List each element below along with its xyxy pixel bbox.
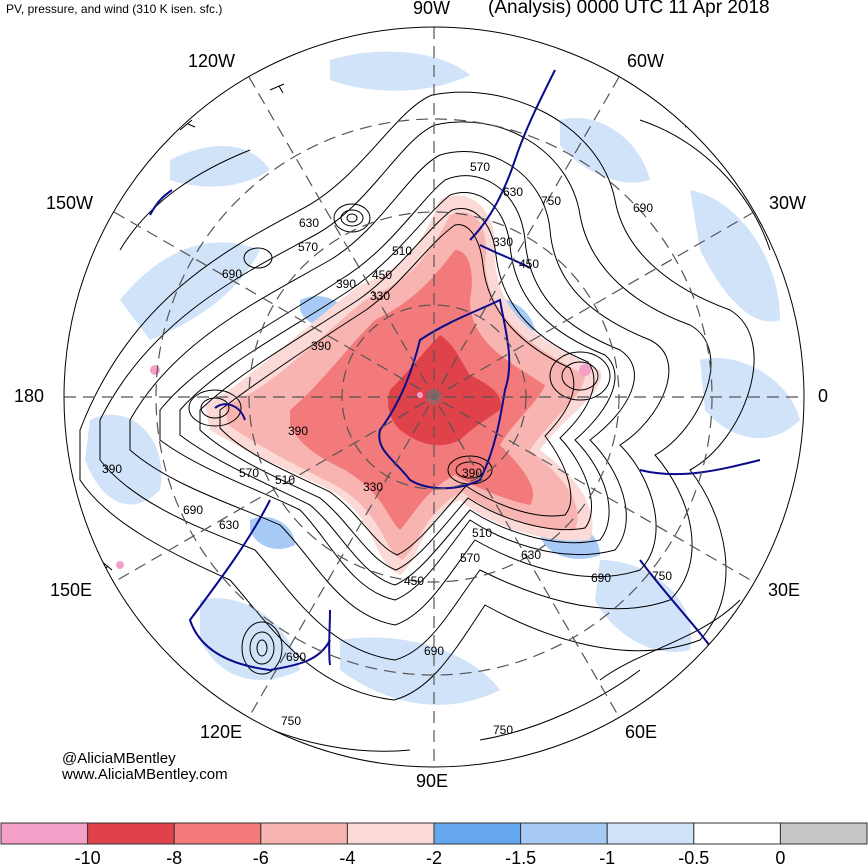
colorbar-swatch	[346, 822, 435, 845]
colorbar-tick-label: 0	[775, 848, 785, 865]
lon-label-60e: 60E	[625, 722, 658, 742]
contour-label: 690	[591, 571, 611, 585]
contour-labels: 570 630 750 690 630 570 510 450 390 330 …	[102, 160, 672, 737]
contour-label: 570	[460, 551, 480, 565]
contour-label: 510	[392, 244, 412, 258]
lon-label-120e: 120E	[200, 722, 243, 742]
lon-label-150w: 150W	[46, 193, 94, 213]
colorbar-swatch	[520, 822, 608, 845]
coastlines	[149, 69, 761, 672]
contour-label: 390	[102, 462, 122, 476]
contour-label: 690	[183, 503, 203, 517]
colorbar-tick-label: -8	[166, 848, 182, 865]
map-boundary	[63, 26, 805, 768]
contour-label: 690	[424, 644, 444, 658]
credit-handle: @AliciaMBentley	[62, 750, 176, 767]
contour-label: 690	[222, 267, 242, 281]
map-subtitle: PV, pressure, and wind (310 K isen. sfc.…	[6, 2, 223, 16]
colorbar	[0, 822, 868, 845]
contour-label: 690	[633, 201, 653, 215]
credit-website[interactable]: www.AliciaMBentley.com	[62, 766, 228, 783]
contour-label: 390	[462, 466, 482, 480]
lon-label-90e: 90E	[416, 771, 449, 791]
contour-label: 450	[372, 268, 392, 282]
contour-label: 390	[288, 424, 308, 438]
pv-blue-patches	[85, 51, 800, 705]
colorbar-swatch	[693, 822, 781, 845]
lon-label-150e: 150E	[50, 580, 93, 600]
contour-label: 750	[281, 714, 301, 728]
colorbar-tick-label: -4	[339, 848, 355, 865]
contour-label: 630	[521, 548, 541, 562]
colorbar-swatch	[433, 822, 522, 845]
south-pole-marker	[426, 389, 442, 405]
map-title: (Analysis) 0000 UTC 11 Apr 2018	[488, 0, 770, 18]
lon-label-60w: 60W	[627, 51, 665, 71]
contour-label: 750	[541, 194, 561, 208]
colorbar-tick-label: -1.5	[505, 848, 536, 865]
lon-label-120w: 120W	[188, 51, 236, 71]
contour-label: 450	[404, 574, 424, 588]
contour-label: 390	[311, 339, 331, 353]
contour-label: 510	[472, 526, 492, 540]
contour-label: 570	[470, 160, 490, 174]
colorbar-swatch	[606, 822, 695, 845]
colorbar-tick-label: -2	[426, 848, 442, 865]
contour-label: 390	[336, 277, 356, 291]
contour-label: 630	[219, 518, 239, 532]
colorbar-swatch	[173, 822, 262, 845]
contour-label: 690	[286, 650, 306, 664]
colorbar-tick-label: -1	[599, 848, 615, 865]
contour-label: 630	[503, 185, 523, 199]
colorbar-swatch	[779, 822, 868, 845]
lon-label-30w: 30W	[769, 193, 807, 213]
contour-label: 330	[370, 289, 390, 303]
colorbar-swatch	[260, 822, 348, 845]
contour-label: 330	[493, 235, 513, 249]
lon-label-0: 0	[818, 386, 829, 406]
colorbar-swatch	[0, 822, 89, 845]
contour-label: 570	[239, 466, 259, 480]
map-field: 570 630 750 690 630 570 510 450 390 330 …	[64, 27, 804, 767]
contour-label: 750	[652, 569, 672, 583]
colorbar-tick-label: -0.5	[678, 848, 709, 865]
contour-label: 330	[363, 480, 383, 494]
lon-label-180: 180	[14, 386, 45, 406]
colorbar-tick-label: -6	[253, 848, 269, 865]
colorbar-tick-label: -10	[75, 848, 101, 865]
contour-label: 510	[275, 473, 295, 487]
pressure-contours	[79, 91, 771, 752]
contour-label: 450	[519, 257, 539, 271]
contour-label: 570	[298, 240, 318, 254]
contour-label: 630	[299, 216, 319, 230]
lon-label-90w: 90W	[413, 0, 451, 18]
colorbar-swatch	[87, 822, 175, 845]
contour-label: 750	[493, 723, 513, 737]
colorbar-ticks: -10 -8 -6 -4 -2 -1.5 -1 -0.5 0	[75, 848, 786, 865]
lon-label-30e: 30E	[768, 580, 801, 600]
